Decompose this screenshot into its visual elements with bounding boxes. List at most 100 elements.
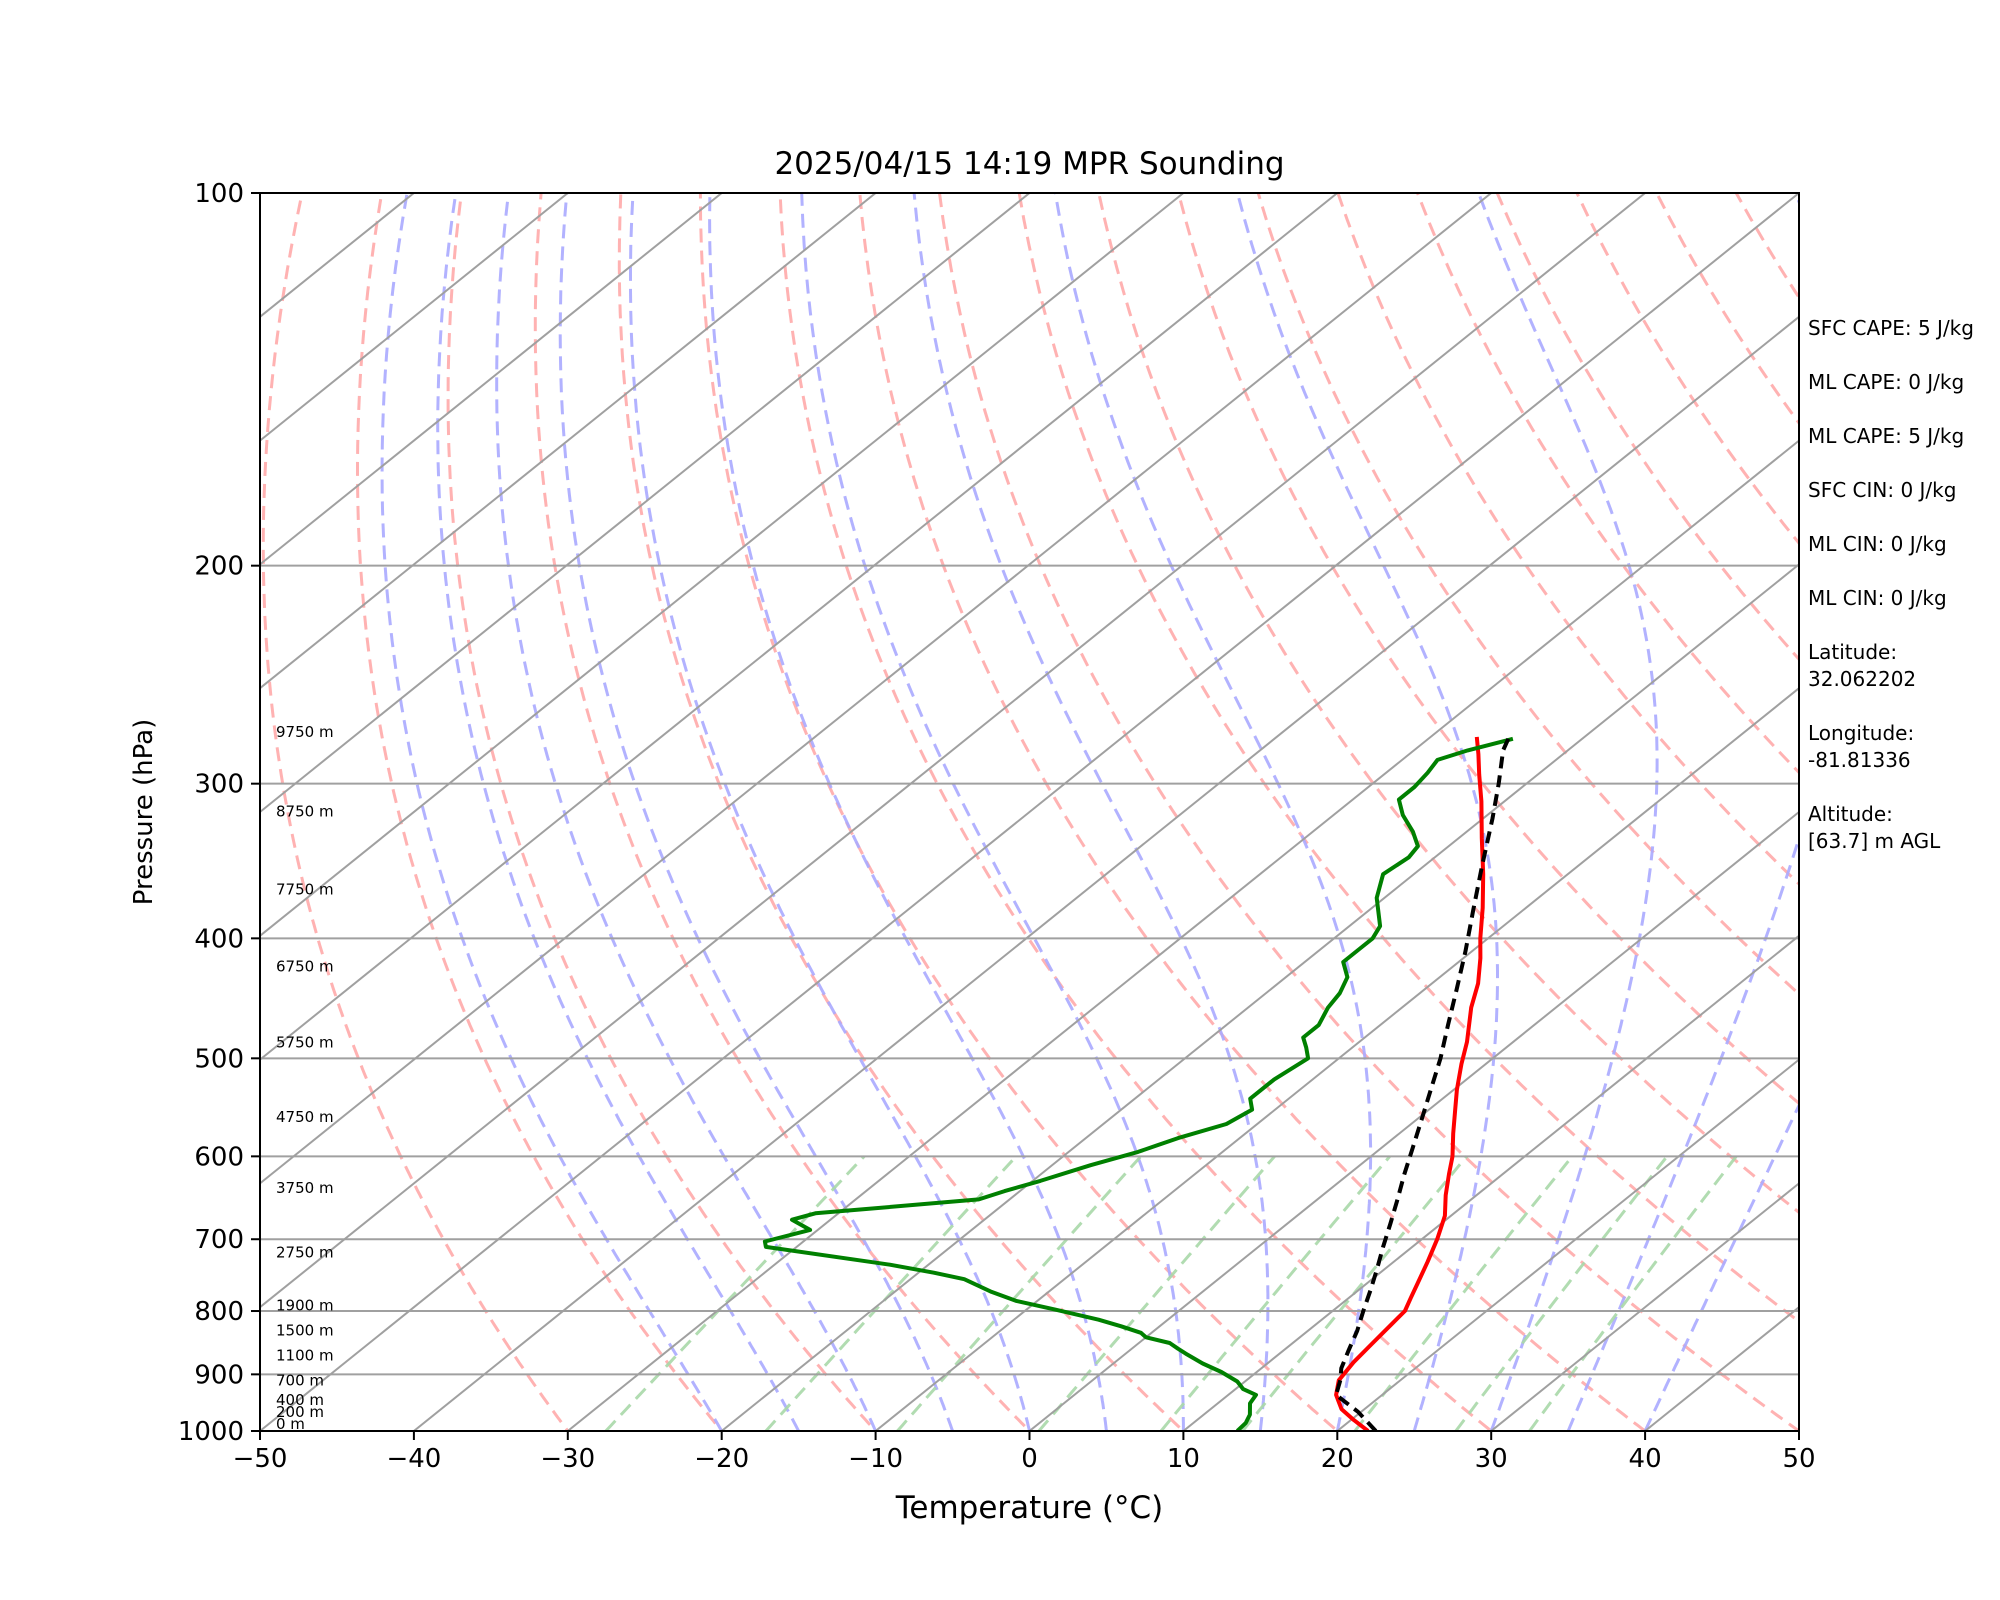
mixing-ratio-line — [1037, 1155, 1276, 1431]
parcel-profile-line — [1334, 737, 1511, 1431]
x-tick-label: −10 — [848, 1444, 903, 1474]
plot-frame — [259, 192, 1800, 1432]
stat-altitude: Altitude: [63.7] m AGL — [1808, 802, 1941, 853]
height-label: 1900 m — [276, 1296, 334, 1314]
isotherm-line — [874, 686, 1799, 1431]
moist-adiabat-line — [495, 193, 877, 1431]
dry-adiabat-line — [261, 193, 570, 1431]
dry-adiabat-line — [1017, 193, 1799, 1324]
stat-sfc-cin: SFC CIN: 0 J/kg — [1808, 478, 1957, 502]
x-tick-label: −20 — [694, 1444, 749, 1474]
isotherm-line — [412, 315, 1799, 1431]
height-label: 700 m — [276, 1371, 324, 1389]
dry-adiabat-line — [446, 193, 878, 1431]
moist-adiabat-line — [1643, 1101, 1799, 1431]
isotherm-line — [566, 439, 1799, 1431]
axis-ticks: −50 −40 −30 −20 −10 0 10 20 30 40 50 1000 900 800 700 6… — [178, 179, 1816, 1474]
isotherm-line — [260, 193, 1799, 1431]
x-tick-label: −50 — [233, 1444, 288, 1474]
y-tick-label: 300 — [194, 770, 244, 800]
moist-adiabat-line — [629, 193, 1031, 1431]
moist-adiabat-line — [800, 193, 1185, 1431]
chart-title: 2025/04/15 14:19 MPR Sounding — [774, 146, 1284, 182]
dewpoint-profile-line — [762, 736, 1514, 1431]
isotherm-line — [1489, 1182, 1799, 1431]
moist-adiabat-line — [1566, 193, 1799, 1431]
dry-adiabat-line — [858, 193, 1648, 1431]
dry-adiabat-line — [1415, 193, 1799, 775]
y-tick-label: 900 — [194, 1360, 244, 1390]
height-label: 400 m — [276, 1391, 324, 1409]
height-label: 2750 m — [276, 1244, 334, 1262]
height-label: 1100 m — [276, 1346, 334, 1364]
height-label: 4750 m — [276, 1108, 334, 1126]
mixing-ratio-line — [896, 1155, 1142, 1431]
x-tick-label: 50 — [1782, 1444, 1815, 1474]
mixing-ratio-line — [1528, 1155, 1738, 1431]
height-label: 9750 m — [276, 723, 334, 741]
background-grid — [260, 193, 1799, 1431]
isotherm-line — [260, 193, 1647, 1309]
isotherm-line — [260, 193, 1493, 1185]
y-tick-label: 400 — [194, 924, 244, 954]
y-tick-label: 1000 — [178, 1417, 244, 1447]
y-tick-label: 100 — [194, 179, 244, 209]
isotherm-line — [260, 193, 1032, 814]
isotherm-line — [260, 193, 878, 690]
moist-adiabat-line — [708, 193, 1108, 1431]
height-label: 5750 m — [276, 1034, 334, 1052]
isotherm-line — [260, 193, 570, 442]
stat-ml-cape-2: ML CAPE: 5 J/kg — [1808, 424, 1965, 448]
dry-adiabat-line — [937, 193, 1799, 1431]
y-tick-label: 200 — [194, 552, 244, 582]
moist-adiabat-line — [380, 193, 723, 1431]
x-tick-label: 20 — [1321, 1444, 1354, 1474]
height-label: 6750 m — [276, 957, 334, 975]
dry-adiabat-line — [1097, 193, 1799, 1215]
x-tick-label: 0 — [1021, 1444, 1038, 1474]
stat-ml-cape: ML CAPE: 0 J/kg — [1808, 370, 1965, 394]
y-tick-label: 800 — [194, 1297, 244, 1327]
y-tick-label: 600 — [194, 1142, 244, 1172]
isotherm-line — [1027, 810, 1799, 1431]
dry-adiabat-line — [533, 193, 1032, 1431]
x-tick-label: −40 — [386, 1444, 441, 1474]
dry-adiabat-line — [1256, 193, 1799, 997]
isotherm-line — [260, 193, 724, 566]
height-label: 8750 m — [276, 802, 334, 820]
isotherm-line — [260, 193, 1185, 938]
temperature-profile-line — [1334, 736, 1486, 1431]
moist-adiabat-line — [558, 193, 955, 1431]
moist-adiabat-line — [1236, 193, 1499, 1431]
isotherm-line — [260, 193, 416, 319]
dry-adiabat-line — [617, 193, 1186, 1431]
height-label: 1500 m — [276, 1321, 334, 1339]
stat-ml-cin: ML CIN: 0 J/kg — [1808, 532, 1947, 556]
isotherm-line — [720, 563, 1799, 1431]
dry-adiabat-line — [1336, 193, 1799, 886]
y-tick-label: 700 — [194, 1225, 244, 1255]
isotherm-line — [1335, 1058, 1799, 1431]
dry-adiabat-line — [698, 193, 1340, 1431]
moist-adiabat-line — [436, 193, 800, 1431]
x-axis-label: Temperature (°C) — [895, 1490, 1164, 1526]
x-tick-label: 40 — [1629, 1444, 1662, 1474]
y-axis-label: Pressure (hPa) — [129, 719, 159, 906]
x-tick-label: −30 — [540, 1444, 595, 1474]
height-label: 0 m — [276, 1415, 305, 1433]
moist-adiabat-line — [1053, 193, 1373, 1431]
mixing-ratio-line — [604, 1155, 866, 1431]
x-tick-label: 10 — [1167, 1444, 1200, 1474]
x-tick-label: 30 — [1475, 1444, 1508, 1474]
stat-longitude: Longitude: -81.81336 — [1808, 721, 1915, 772]
stat-ml-cin-2: ML CIN: 0 J/kg — [1808, 586, 1947, 610]
isotherm-line — [260, 193, 1339, 1061]
height-label: 200 m — [276, 1403, 324, 1421]
stat-latitude: Latitude: 32.062202 — [1808, 640, 1917, 691]
isotherm-line — [1181, 934, 1799, 1431]
mixing-ratio-line — [1454, 1155, 1669, 1431]
y-tick-label: 500 — [194, 1044, 244, 1074]
height-label: 7750 m — [276, 880, 334, 898]
